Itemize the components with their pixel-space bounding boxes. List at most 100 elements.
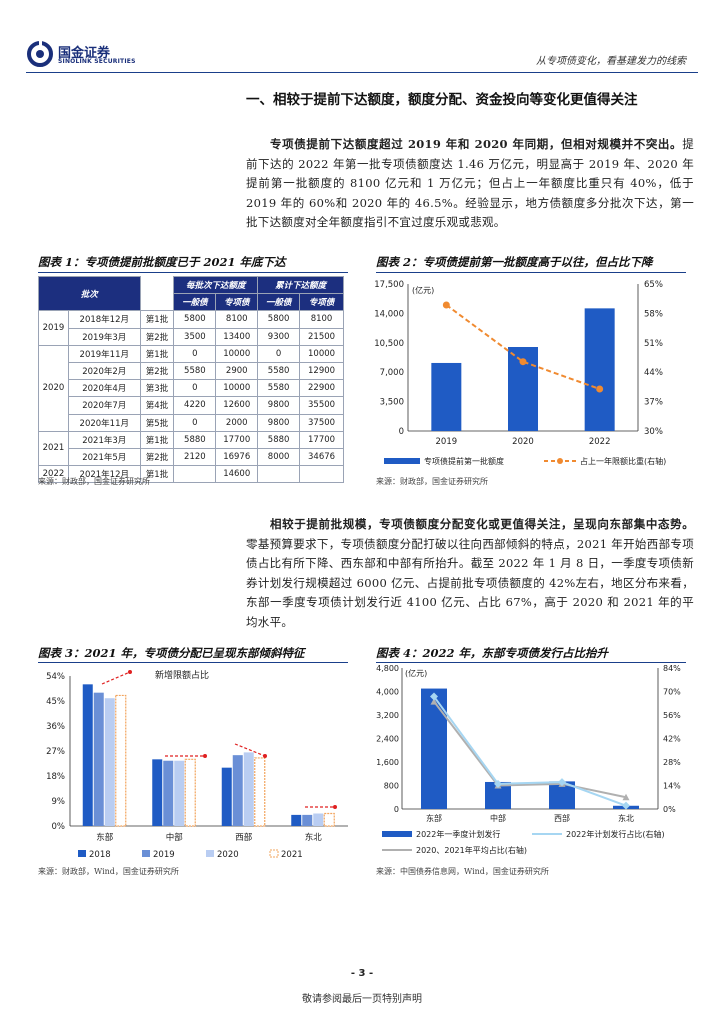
x-tick-label: 2020 bbox=[512, 437, 534, 447]
bar bbox=[254, 757, 266, 827]
fig3-rule bbox=[38, 662, 348, 663]
table-row: 2019 2018年12月 第1批 5800 8100 5800 8100 bbox=[38, 310, 344, 346]
table-special-cell: 2000 bbox=[215, 413, 259, 432]
bar bbox=[184, 758, 196, 827]
table-year-cell: 2021 bbox=[38, 430, 69, 467]
y-tick-label: 0% bbox=[52, 822, 66, 832]
fig4-title: 图表 4：2022 年，东部专项债发行占比抬升 bbox=[376, 646, 609, 660]
paragraph-1-lead: 专项债提前下达额度超过 2019 年和 2020 年同期，但相对规模并不突出。 bbox=[270, 137, 683, 151]
table-date-cell: 2018年12月 bbox=[67, 310, 141, 329]
table-date-cell: 2020年11月 bbox=[67, 413, 141, 432]
table-cum-general-cell: 8000 bbox=[257, 447, 301, 467]
paragraph-1: 专项债提前下达额度超过 2019 年和 2020 年同期，但相对规模并不突出。提… bbox=[246, 135, 694, 233]
table-general-cell: 0 bbox=[173, 344, 217, 363]
trend-arrow bbox=[101, 671, 131, 685]
y2-tick-label: 37% bbox=[644, 398, 663, 408]
table-date-cell: 2020年2月 bbox=[67, 361, 141, 381]
y2-tick-label: 51% bbox=[644, 339, 663, 349]
table-row: 2020年11月 第5批 0 2000 9800 37500 bbox=[39, 413, 344, 432]
fig3-source: 来源：财政部，Wind，国金证券研究所 bbox=[38, 867, 179, 876]
legend-label: 2021 bbox=[281, 850, 303, 860]
y-tick-label: 45% bbox=[46, 697, 65, 707]
table-cum-general-cell bbox=[257, 465, 301, 484]
section-title: 一、相较于提前下达额度，额度分配、资金投向等变化更值得关注 bbox=[246, 92, 638, 108]
paragraph-2: 相较于提前批规模，专项债额度分配变化或更值得关注，呈现向东部集中态势。零基预算要… bbox=[246, 515, 694, 632]
fig1-rule bbox=[38, 272, 348, 273]
table-batch-cell: 第3批 bbox=[139, 379, 175, 398]
legend-label-line2: 2020、2021年平均占比(右轴) bbox=[416, 845, 527, 855]
table-row: 2020年7月 第4批 4220 12600 9800 35500 bbox=[39, 396, 344, 415]
y-tick-label: 0 bbox=[399, 427, 404, 437]
fig4-source: 来源：中国债券信息网，Wind，国金证券研究所 bbox=[376, 867, 549, 876]
table-header-special: 专项债 bbox=[215, 293, 259, 312]
y-tick-label: 7,000 bbox=[380, 368, 404, 378]
x-tick-label: 中部 bbox=[166, 832, 184, 843]
y2-tick-label: 70% bbox=[663, 688, 681, 697]
fig2-chart: 0 3,500 7,000 10,500 14,000 17,500 30% 37% 44% 51… bbox=[374, 280, 666, 466]
y-tick-label: 27% bbox=[46, 747, 65, 757]
table-row: 2020年2月 第2批 5580 2900 5580 12900 bbox=[39, 361, 344, 381]
y-tick-label: 3,500 bbox=[380, 398, 404, 408]
table-batch-cell: 第2批 bbox=[139, 327, 175, 346]
table-batch-cell: 第1批 bbox=[139, 344, 175, 363]
line-point bbox=[596, 385, 604, 393]
table-special-cell: 12600 bbox=[215, 396, 259, 415]
trend-arrow bbox=[234, 743, 266, 757]
table-general-cell bbox=[173, 465, 217, 484]
table-general-cell: 3500 bbox=[173, 327, 217, 346]
bar bbox=[115, 694, 127, 827]
y-tick-label: 18% bbox=[46, 772, 65, 782]
legend-label: 2019 bbox=[153, 850, 175, 860]
table-cum-special-cell: 10000 bbox=[299, 344, 344, 363]
x-tick-label: 西部 bbox=[554, 813, 570, 823]
table-general-cell: 4220 bbox=[173, 396, 217, 415]
legend-swatch bbox=[78, 850, 86, 857]
x-tick-label: 东部 bbox=[96, 832, 114, 843]
fig4-rule bbox=[376, 662, 686, 663]
fig1-table-wrap: 批次 每批次下达额度 累计下达额度 一般债 专项债 一般债 专项债 2019 20… bbox=[38, 275, 344, 484]
table-row: 2022 2021年12月 第1批 14600 bbox=[38, 465, 344, 484]
legend-swatch-bar bbox=[384, 458, 420, 464]
table-date-cell: 2021年12月 bbox=[67, 465, 141, 484]
header-subtitle: 从专项债变化，看基建发力的线索 bbox=[536, 56, 686, 67]
fig2-rule bbox=[376, 272, 686, 273]
table-cum-special-cell: 17700 bbox=[299, 430, 344, 449]
line-point bbox=[494, 779, 502, 788]
x-tick-label: 2019 bbox=[436, 437, 458, 447]
line-point bbox=[430, 692, 438, 701]
table-header-per-batch: 每批次下达额度 bbox=[173, 275, 259, 295]
table-cum-special-cell: 37500 bbox=[299, 413, 344, 432]
table-cum-special-cell: 34676 bbox=[299, 447, 344, 467]
table-general-cell: 5800 bbox=[173, 310, 217, 329]
y-tick-label: 1,600 bbox=[376, 758, 399, 767]
unit-label: (亿元) bbox=[412, 285, 434, 295]
table-date-cell: 2020年4月 bbox=[67, 379, 141, 398]
table-year-cell: 2019 bbox=[38, 310, 69, 346]
fig1-table: 批次 每批次下达额度 累计下达额度 一般债 专项债 一般债 专项债 2019 20… bbox=[38, 275, 344, 484]
table-cum-general-cell: 5580 bbox=[257, 361, 301, 381]
table-header-general: 一般债 bbox=[173, 293, 217, 312]
bar bbox=[421, 688, 447, 809]
table-cum-general-cell: 9300 bbox=[257, 327, 301, 346]
table-cum-special-cell: 21500 bbox=[299, 327, 344, 346]
table-special-cell: 13400 bbox=[215, 327, 259, 346]
bar bbox=[104, 698, 115, 826]
trend-arrow-head bbox=[128, 670, 132, 674]
table-special-cell: 10000 bbox=[215, 344, 259, 363]
table-special-cell: 14600 bbox=[215, 465, 259, 484]
table-cum-special-cell: 35500 bbox=[299, 396, 344, 415]
table-cum-special-cell: 8100 bbox=[299, 310, 344, 329]
line-point bbox=[558, 778, 566, 787]
table-header-cumulative: 累计下达额度 bbox=[257, 275, 344, 295]
table-header-batch: 批次 bbox=[38, 275, 141, 312]
x-tick-label: 东部 bbox=[426, 813, 442, 823]
table-general-cell: 0 bbox=[173, 413, 217, 432]
fig2-title: 图表 2：专项债提前第一批额度高于以往，但占比下降 bbox=[376, 255, 653, 269]
bar bbox=[221, 767, 232, 826]
table-cum-special-cell: 12900 bbox=[299, 361, 344, 381]
y2-tick-label: 30% bbox=[644, 427, 663, 437]
y-tick-label: 800 bbox=[384, 782, 399, 791]
legend-swatch bbox=[142, 850, 150, 857]
unit-label: (亿元) bbox=[405, 668, 427, 678]
